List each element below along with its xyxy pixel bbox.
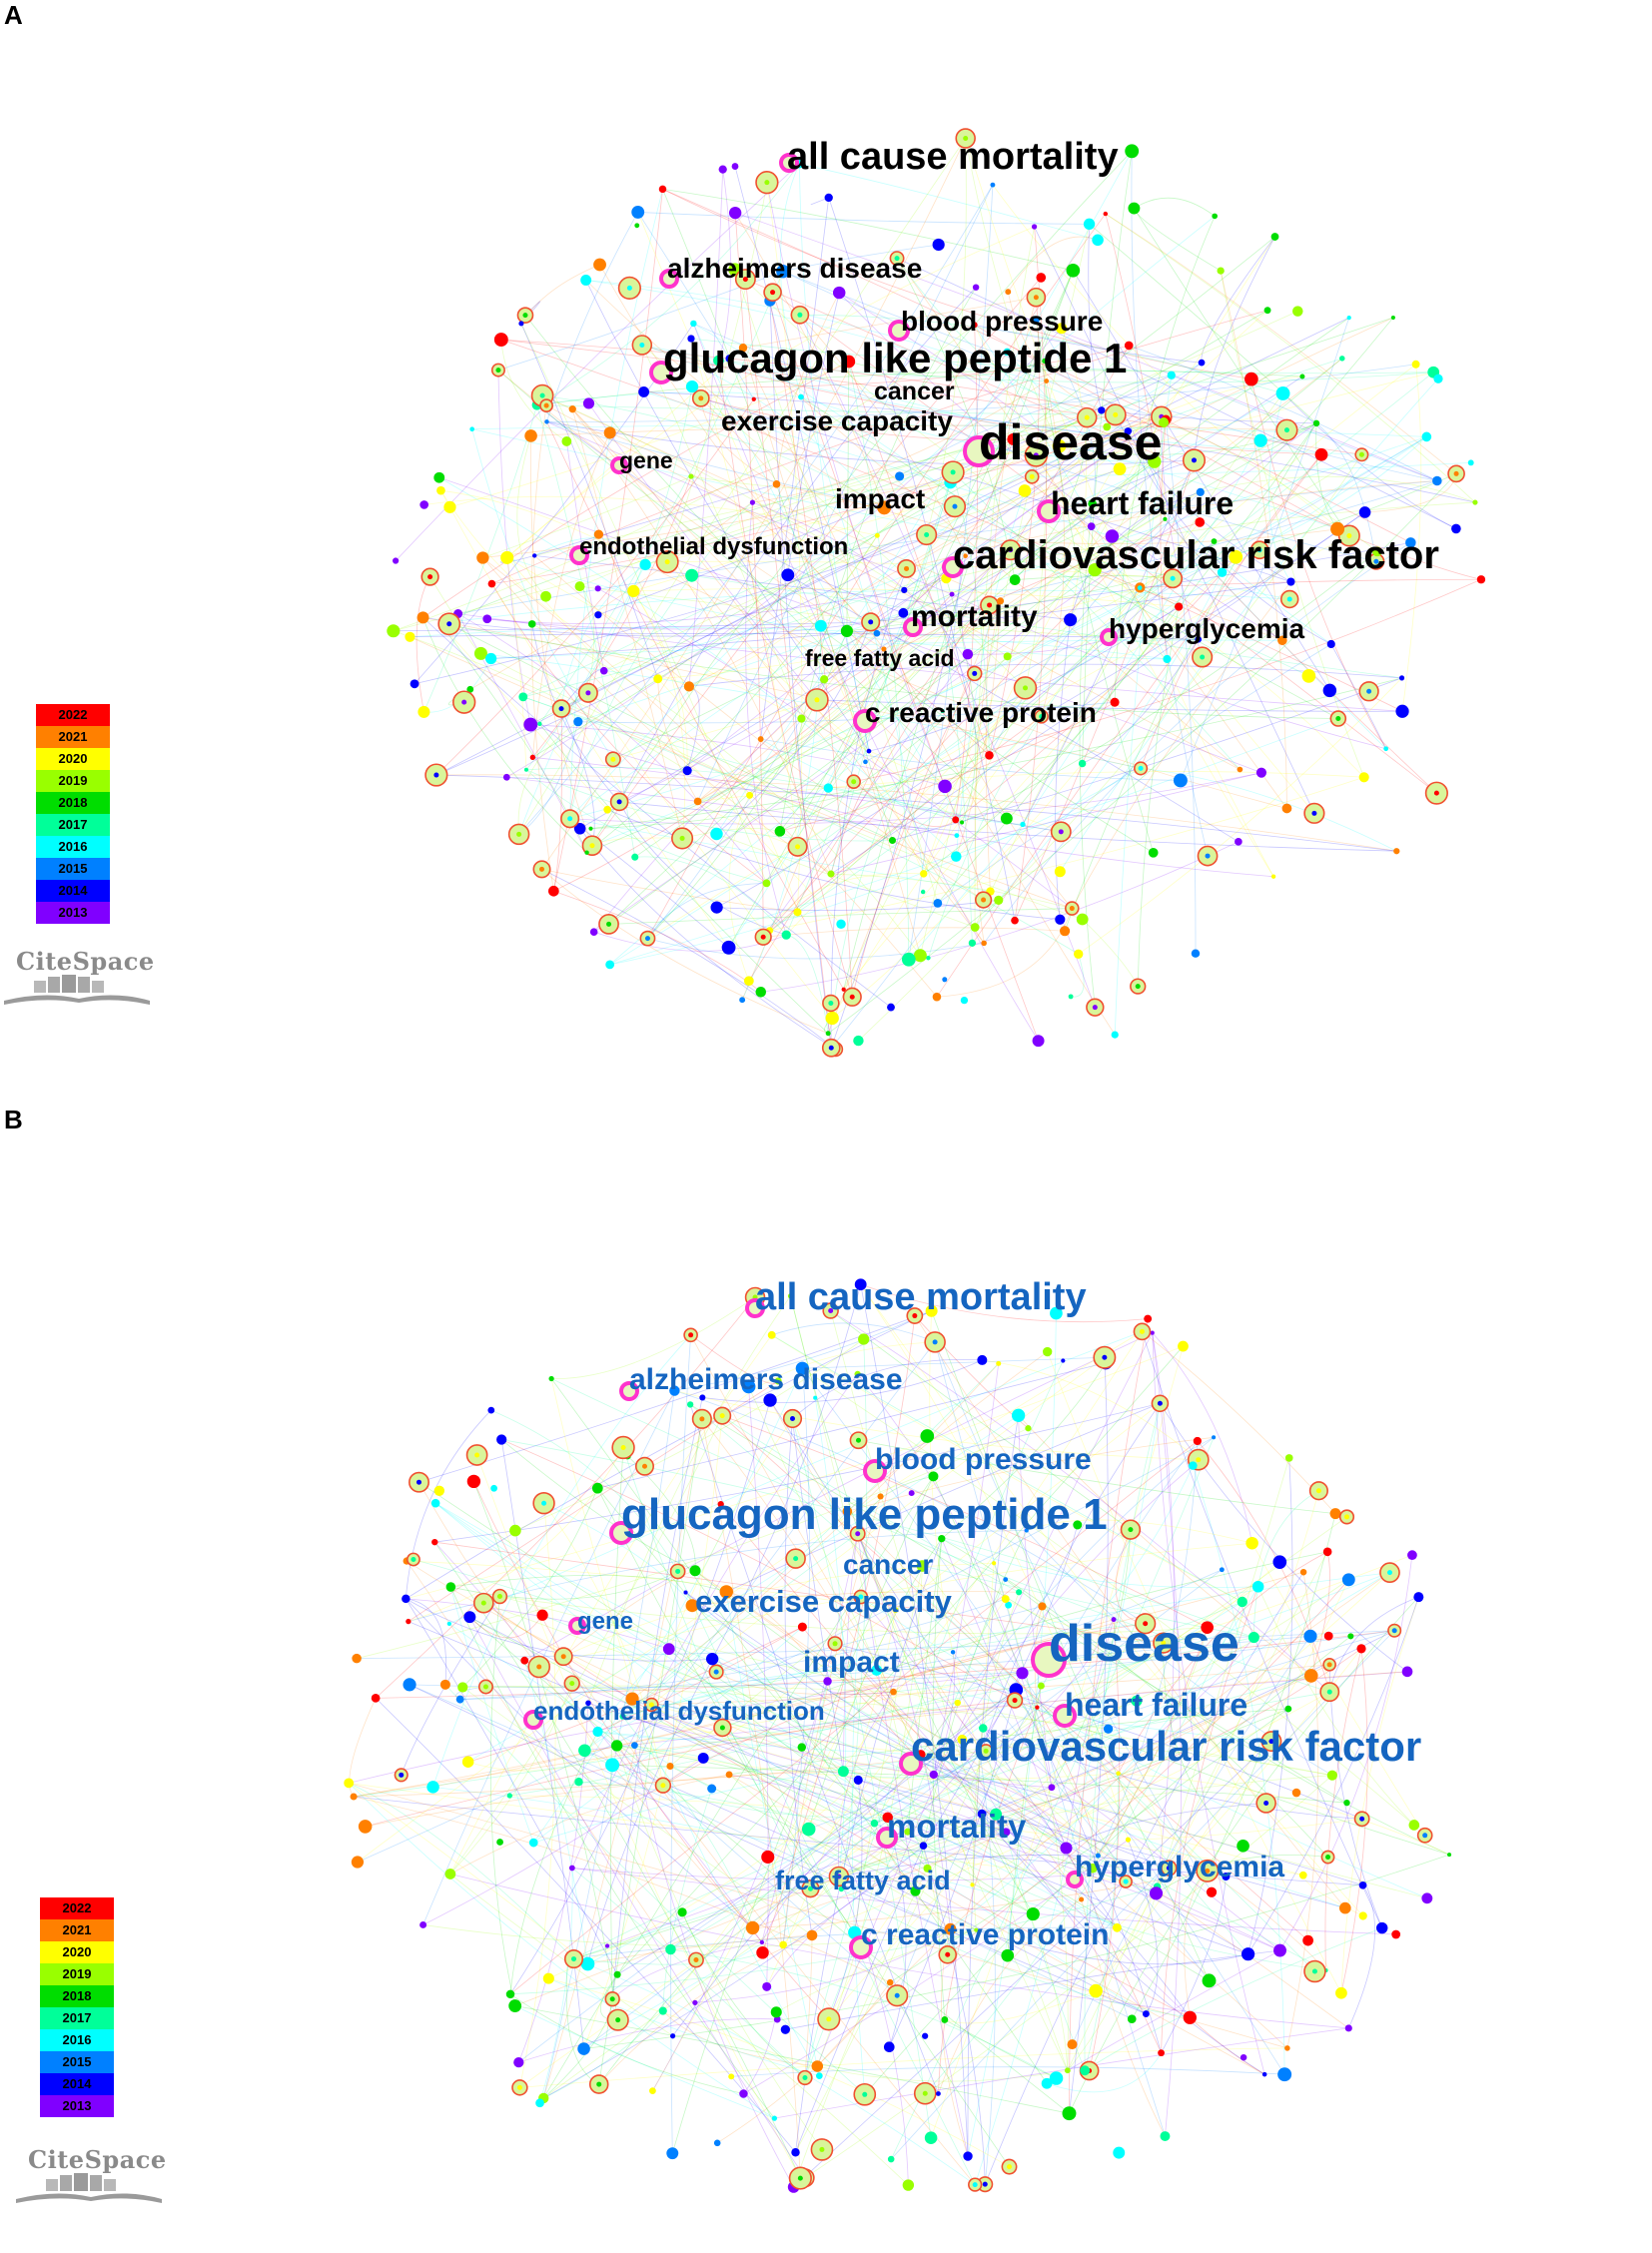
keyword-label: disease [1049, 1615, 1239, 1673]
legend-year-2014: 2014 [36, 880, 110, 902]
panel-label: B [4, 1105, 23, 1134]
keyword-cooccurrence-network [387, 128, 1486, 1058]
legend-year-2020: 2020 [36, 748, 110, 770]
legend-year-2016: 2016 [36, 836, 110, 858]
keyword-label: hyperglycemia [1109, 613, 1305, 644]
legend-year-2016: 2016 [40, 2029, 114, 2051]
keyword-label: mortality [911, 600, 1038, 633]
legend-year-2018: 2018 [40, 1985, 114, 2007]
citespace-logo: CiteSpace [16, 2145, 166, 2215]
keyword-label: impact [803, 1646, 900, 1679]
logo-graphic [4, 975, 150, 1005]
keyword-label: all cause mortality [755, 1276, 1087, 1318]
keyword-label: c reactive protein [865, 697, 1097, 728]
logo-graphic [16, 2173, 162, 2203]
keyword-label: mortality [887, 1808, 1027, 1845]
keyword-label: glucagon like peptide 1 [663, 335, 1128, 381]
keyword-label: exercise capacity [721, 405, 953, 436]
year-legend: 2022 2021 2020 2019 2018 2017 2016 2015 2014 2013 [36, 704, 110, 924]
legend-year-2017: 2017 [40, 2007, 114, 2029]
legend-year-2014: 2014 [40, 2073, 114, 2095]
keyword-label: cardiovascular risk factor [911, 1723, 1422, 1770]
legend-year-2018: 2018 [36, 792, 110, 814]
keyword-label: gene [619, 447, 673, 473]
keyword-label: all cause mortality [787, 136, 1119, 178]
keyword-label: impact [835, 483, 926, 514]
legend-year-2021: 2021 [40, 1919, 114, 1941]
keyword-label: alzheimers disease [667, 253, 923, 284]
keyword-label: cancer [874, 377, 955, 405]
panel-b: B all cause mortality alzheimers disease… [0, 1099, 1652, 2253]
keyword-label: gene [577, 1608, 634, 1635]
keyword-label: endothelial dysfunction [533, 1696, 825, 1726]
legend-year-2020: 2020 [40, 1941, 114, 1963]
keyword-label: c reactive protein [861, 1918, 1110, 1951]
legend-year-2022: 2022 [40, 1897, 114, 1919]
legend-year-2017: 2017 [36, 814, 110, 836]
keyword-label: free fatty acid [805, 645, 955, 671]
keyword-label: hyperglycemia [1075, 1851, 1285, 1883]
keyword-cooccurrence-network [344, 1278, 1452, 2193]
legend-year-2015: 2015 [36, 858, 110, 880]
keyword-label: cancer [843, 1549, 934, 1580]
legend-year-2013: 2013 [36, 902, 110, 924]
legend-year-2015: 2015 [40, 2051, 114, 2073]
legend-year-2022: 2022 [36, 704, 110, 726]
keyword-label: endothelial dysfunction [579, 533, 849, 560]
legend-year-2021: 2021 [36, 726, 110, 748]
keyword-label: blood pressure [875, 1443, 1092, 1476]
network-links [393, 138, 1482, 1051]
network-nodes [344, 1278, 1452, 2193]
panel-a: A all cause mortality alzheimers disease… [0, 0, 1652, 1099]
citespace-logo: CiteSpace [4, 947, 154, 1017]
logo-text: CiteSpace [28, 2145, 167, 2174]
keyword-label: blood pressure [901, 306, 1104, 337]
keyword-label: heart failure [1051, 485, 1235, 521]
network-nodes [387, 128, 1486, 1058]
keyword-label: disease [979, 414, 1163, 470]
keyword-label: cardiovascular risk factor [953, 533, 1439, 577]
panel-label: A [4, 0, 23, 30]
network-links [348, 1283, 1450, 2188]
legend-year-2019: 2019 [36, 770, 110, 792]
legend-year-2013: 2013 [40, 2095, 114, 2117]
year-legend: 2022 2021 2020 2019 2018 2017 2016 2015 2014 2013 [40, 1897, 114, 2117]
logo-text: CiteSpace [16, 947, 155, 976]
keyword-label: alzheimers disease [629, 1363, 903, 1396]
keyword-label: exercise capacity [695, 1584, 952, 1619]
legend-year-2019: 2019 [40, 1963, 114, 1985]
keyword-label: free fatty acid [775, 1866, 951, 1895]
keyword-label: heart failure [1065, 1687, 1248, 1723]
keyword-label: glucagon like peptide 1 [621, 1490, 1108, 1539]
